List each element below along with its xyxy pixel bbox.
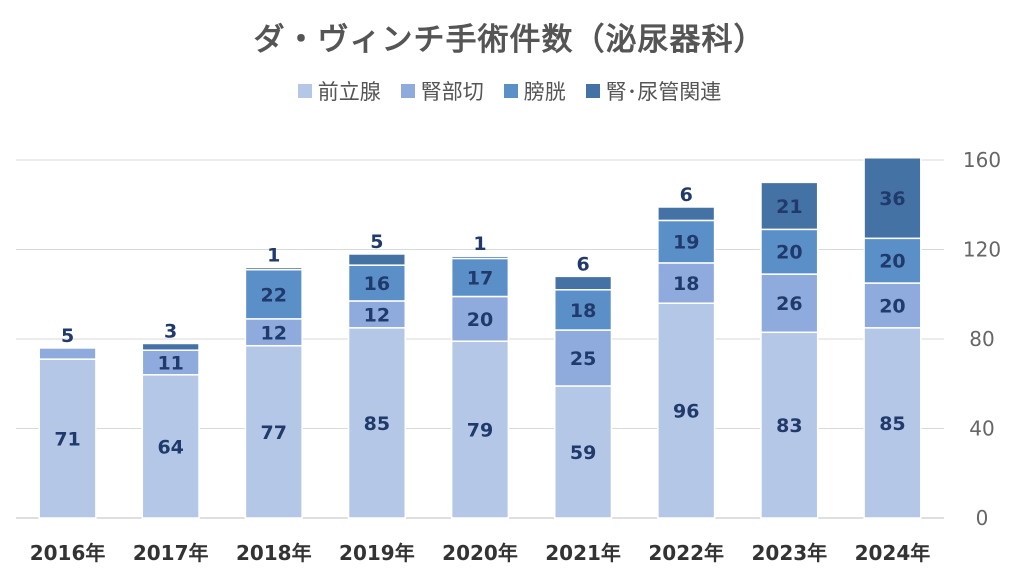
bar-segment [244,266,303,271]
bar-segment [760,331,819,519]
legend-label: 前立腺 [317,80,381,104]
legend-item: 腎･尿管関連 [585,76,722,106]
data-label: 20 [879,251,905,273]
data-label: 6 [680,184,693,206]
bar-segment [347,253,406,266]
bar-segment [347,327,406,519]
x-axis: 2016年 2017年 2018年 2019年 2020年 2021年 2022年 2023年… [30,541,931,565]
bar-segment [863,282,922,329]
y-tick-label: 120 [963,238,1001,262]
legend-swatch [297,84,312,98]
bar-segment [657,302,716,519]
data-label: 96 [673,401,699,423]
bar-segment [657,206,716,222]
legend-item: 膀胱 [503,76,566,106]
bar-segment [554,329,613,387]
y-tick-label: 40 [969,417,994,441]
data-label: 71 [54,429,80,451]
legend: 前立腺 腎部切 膀胱 腎･尿管関連 [0,76,1019,106]
legend-item: 前立腺 [297,76,381,106]
data-label: 5 [61,325,74,347]
data-label: 3 [164,320,177,342]
data-label: 17 [467,267,493,289]
y-axis: 0 40 80 120 160 [963,148,1001,530]
x-tick-label: 2022年 [648,541,724,565]
bar-segment [244,318,303,347]
bar-segment [554,385,613,519]
data-label: 1 [473,233,486,255]
data-label: 20 [776,242,802,264]
x-tick-label: 2016年 [30,541,106,565]
data-label: 11 [157,352,183,374]
x-tick-label: 2019年 [339,541,415,565]
data-label: 26 [776,293,802,315]
data-label: 64 [157,436,183,458]
legend-label: 腎･尿管関連 [605,80,722,104]
data-label: 85 [364,413,390,435]
legend-label: 腎部切 [420,80,484,104]
bar-segment [450,255,510,260]
bar-segment [657,219,716,264]
bars [38,157,922,519]
legend-swatch [503,84,518,98]
legend-swatch [585,84,600,98]
data-label: 59 [570,442,596,464]
bar-segment [760,181,819,231]
legend-swatch [400,84,415,98]
bar-segment [657,262,716,304]
data-label: 21 [776,196,802,218]
data-label: 85 [879,413,905,435]
bar-segment [863,327,922,519]
y-tick-label: 160 [963,148,1001,172]
data-label: 18 [570,300,596,322]
x-tick-label: 2023年 [751,541,827,565]
bar-segment [450,295,510,342]
data-label: 77 [261,422,287,444]
bar-segment [554,289,613,331]
x-tick-label: 2020年 [442,541,518,565]
data-label: 22 [261,284,287,306]
data-label: 18 [673,273,699,295]
bar-segment [450,340,510,519]
data-label: 16 [364,273,390,295]
bar-segment [863,237,922,284]
bar-segment [38,347,97,360]
data-labels: 7156411377122218512165792017159251869618… [54,184,905,464]
data-label: 12 [364,304,390,326]
data-label: 20 [467,309,493,331]
data-label: 19 [673,232,699,254]
legend-item: 腎部切 [400,76,484,106]
data-label: 5 [370,231,383,253]
bar-segment [347,300,406,329]
x-tick-label: 2017年 [133,541,209,565]
x-tick-label: 2024年 [855,541,931,565]
data-label: 25 [570,348,596,370]
data-label: 79 [467,420,493,442]
bar-segment [141,342,200,351]
data-label: 36 [879,188,905,210]
y-tick-label: 80 [969,327,994,351]
data-label: 12 [261,322,287,344]
data-label: 6 [576,253,589,275]
bar-segment [450,257,510,298]
legend-label: 膀胱 [523,80,566,104]
bar-segment [244,268,303,320]
x-tick-label: 2021年 [545,541,621,565]
bar-segment [760,273,819,334]
x-tick-label: 2018年 [236,541,312,565]
y-tick-label: 0 [976,506,989,530]
data-label: 83 [776,415,802,437]
chart-title: ダ・ヴィンチ手術件数（泌尿器科） [253,22,766,58]
data-label: 20 [879,295,905,317]
data-label: 1 [267,244,280,266]
bar-segment [554,275,613,291]
bar-segment [863,157,922,240]
